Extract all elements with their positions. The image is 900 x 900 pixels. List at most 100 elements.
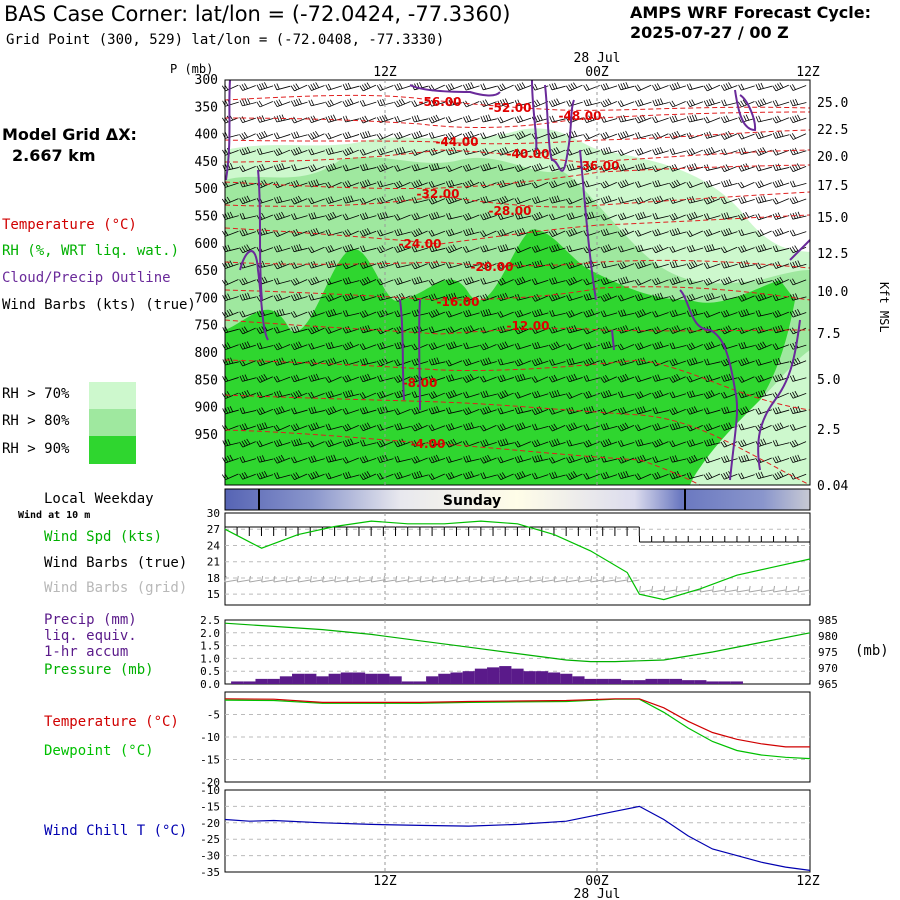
wind-barb <box>445 132 463 140</box>
wind-barb <box>686 114 704 123</box>
pressure-tick: 700 <box>195 291 218 306</box>
wind-barb <box>514 164 532 172</box>
precip-sublabel-accum: 1-hr accum <box>44 644 129 660</box>
surface-barb-grid <box>431 575 445 583</box>
wind-barb <box>359 99 377 107</box>
wind-barb <box>635 293 652 302</box>
wind-barb <box>446 212 463 220</box>
wind-barb <box>669 309 687 318</box>
surface-barb-grid <box>334 575 347 583</box>
wind-barb <box>600 471 618 480</box>
wind-barb <box>290 341 308 350</box>
wind-barb <box>548 229 566 238</box>
surface-barb-true <box>395 526 409 536</box>
wind-barb <box>325 278 342 285</box>
precip-bar <box>231 681 244 684</box>
wind-barb <box>738 357 755 367</box>
wind-barb <box>617 261 635 270</box>
wind-barb <box>325 454 343 463</box>
wind-barb <box>651 359 669 367</box>
wind-barb <box>239 146 257 156</box>
wind-speed-label: Wind Spd (kts) <box>44 529 163 545</box>
wind-barb <box>618 196 635 204</box>
wind-barb <box>256 470 274 480</box>
wind-barb <box>359 228 377 237</box>
wind-barb <box>669 260 687 269</box>
wind-barb <box>514 471 532 480</box>
surface-barb-true <box>699 536 713 543</box>
wind-barb <box>479 342 497 351</box>
wind-barb <box>480 277 497 285</box>
wind-barb <box>359 179 377 188</box>
wind-barb <box>617 82 635 91</box>
wind-barb <box>462 276 480 285</box>
wind-barb <box>721 261 738 269</box>
surface-barb-true <box>505 526 518 536</box>
wind-barb <box>618 115 635 123</box>
wind-barb <box>565 471 583 481</box>
surface-barb-grid <box>322 575 335 583</box>
wind-barb <box>772 343 790 350</box>
wind-barb <box>325 83 342 91</box>
wind-barb <box>239 471 256 480</box>
surface-barb-grid <box>553 575 567 583</box>
wind-barb <box>359 471 377 481</box>
wind-barb <box>669 246 686 253</box>
bottom-tick-12z-b: 12Z <box>796 874 820 889</box>
wind-barb <box>583 180 601 188</box>
wind-barb <box>531 308 549 318</box>
wind-barb <box>703 262 721 269</box>
wind-barb <box>342 389 360 398</box>
precip-bar <box>535 671 548 684</box>
wind-barb <box>394 244 411 253</box>
wind-barb <box>445 244 463 254</box>
wind-barb <box>273 424 291 432</box>
isotherm-label: -44.00 <box>436 135 479 149</box>
height-tick: 10.0 <box>817 285 848 300</box>
wind-barb <box>307 164 325 172</box>
wind-barb <box>686 181 704 189</box>
wind-barb <box>565 392 583 399</box>
wind-barb <box>359 343 377 350</box>
wind-barb <box>273 293 291 302</box>
surface-barb-true <box>273 526 287 536</box>
wind-barb <box>291 244 308 253</box>
wind-barb <box>445 341 463 350</box>
wind-barb <box>531 163 549 172</box>
surface-barb-grid <box>297 575 311 583</box>
wind-barb <box>376 390 394 399</box>
wind-barb <box>600 164 618 172</box>
panel-tick: 21 <box>207 556 220 569</box>
wind-barb <box>307 246 325 254</box>
wind-barb <box>583 390 600 399</box>
wind-barb <box>411 276 429 285</box>
wind-barb <box>634 180 652 188</box>
wind-barb <box>273 132 291 140</box>
wind-barb <box>360 245 377 253</box>
wind-barb <box>772 439 790 447</box>
wind-barb <box>532 454 549 463</box>
wind-barb <box>497 341 514 350</box>
wind-barb <box>703 277 721 286</box>
wind-barb <box>480 357 497 366</box>
wind-barb <box>514 309 532 318</box>
surface-barb-true <box>334 526 348 536</box>
wind-barb <box>239 456 257 463</box>
wind-barb <box>480 114 497 123</box>
height-axis-label: Kft MSL <box>877 282 891 333</box>
isotherm-label: -52.00 <box>489 101 532 115</box>
wind-barb <box>772 358 790 366</box>
wind-barb <box>738 454 755 463</box>
wind-barb <box>428 163 446 171</box>
wind-barb <box>600 341 618 350</box>
wind-barb <box>617 163 635 172</box>
isotherm-label: -32.00 <box>417 187 460 201</box>
wind-barb <box>704 438 721 447</box>
wind-barb <box>342 164 360 172</box>
surface-barb-true <box>493 526 506 536</box>
wind-barb <box>737 181 755 189</box>
wind-barb <box>307 440 325 448</box>
wind-barb <box>428 454 446 464</box>
wind-barb <box>497 213 515 220</box>
